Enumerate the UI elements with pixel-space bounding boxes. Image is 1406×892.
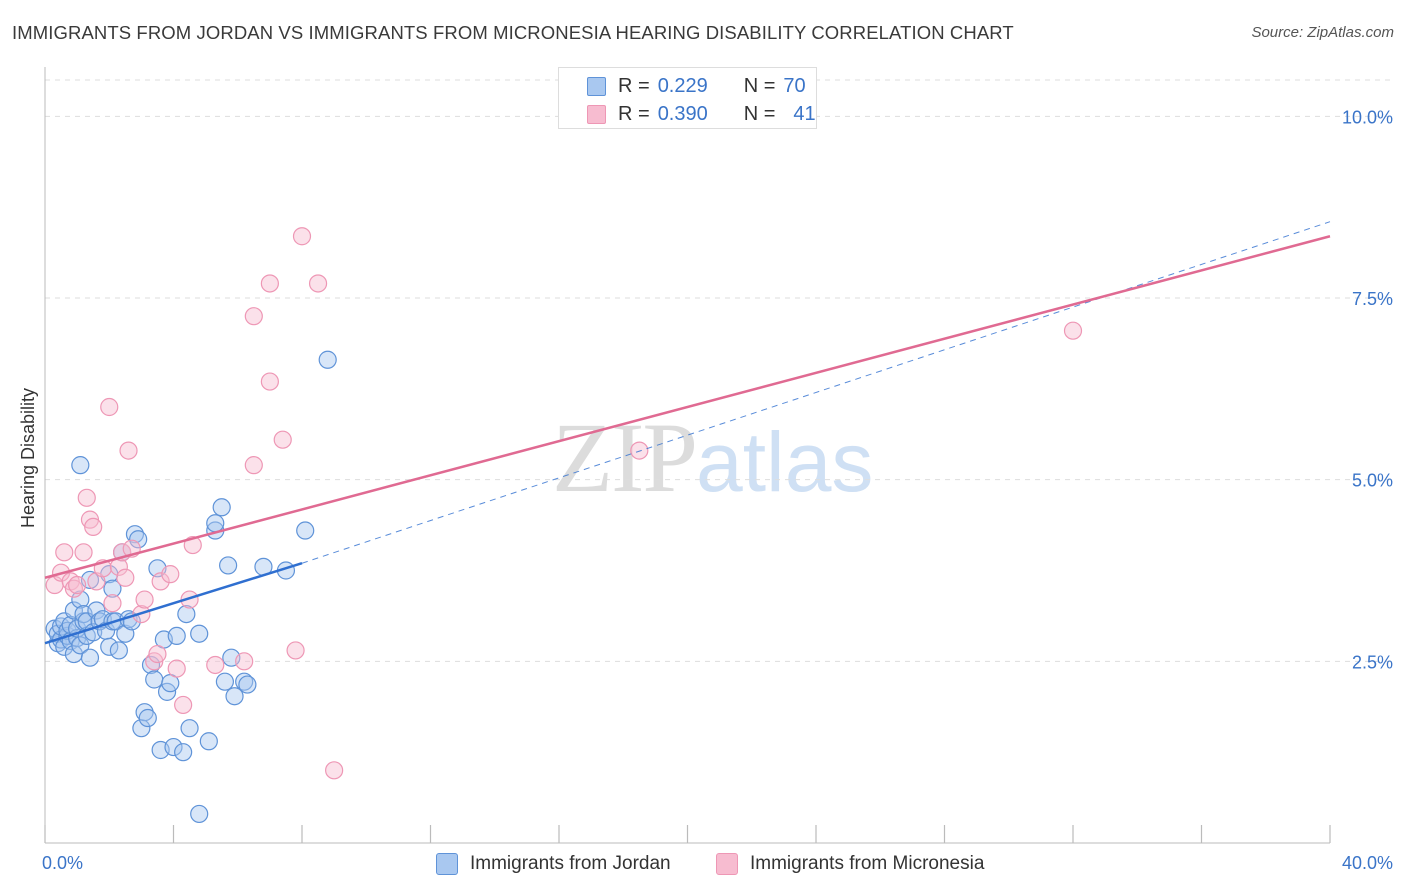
- micronesia-point: [244, 307, 263, 326]
- jordan-point: [190, 624, 209, 643]
- chart-source: Source: ZipAtlas.com: [1251, 24, 1394, 41]
- series-legend-jordan: Immigrants from Jordan: [436, 851, 671, 877]
- micronesia-point: [325, 761, 344, 780]
- series-name-jordan: Immigrants from Jordan: [470, 853, 671, 874]
- micronesia-point: [286, 641, 305, 660]
- x-tick-label: 40.0%: [1342, 853, 1393, 873]
- micronesia-trend-line: [44, 235, 1331, 579]
- jordan-point: [174, 743, 193, 762]
- legend-n-value: 41: [793, 102, 816, 125]
- jordan-point: [109, 641, 128, 660]
- series-legend-micronesia: Immigrants from Micronesia: [716, 851, 984, 877]
- legend-r-label: R =: [618, 74, 650, 97]
- micronesia-point: [167, 659, 186, 678]
- jordan-point: [206, 514, 225, 533]
- micronesia-point: [630, 441, 649, 460]
- trend-line-layer: [44, 221, 1331, 645]
- jordan-point: [71, 456, 90, 475]
- x-tick-label: 0.0%: [42, 853, 83, 873]
- jordan-point: [135, 703, 154, 722]
- jordan-point: [180, 719, 199, 738]
- legend-r-label: R =: [618, 102, 650, 125]
- micronesia-point: [103, 594, 122, 613]
- y-tick-label: 5.0%: [1352, 471, 1393, 491]
- micronesia-point: [174, 695, 193, 715]
- micronesia-point: [161, 565, 180, 584]
- axis-layer: [44, 67, 1331, 844]
- legend-n-label: N =: [743, 102, 776, 125]
- legend-swatch-jordan: [587, 76, 606, 96]
- legend-r-value: 0.390: [657, 102, 708, 125]
- jordan-point: [235, 672, 254, 691]
- legend-n-value: 70: [783, 74, 806, 97]
- jordan-point: [164, 737, 183, 757]
- jordan-point: [103, 579, 122, 598]
- y-tick-label: 2.5%: [1352, 652, 1393, 672]
- jordan-point: [138, 708, 157, 728]
- micronesia-point: [273, 430, 292, 449]
- series-name-micronesia: Immigrants from Micronesia: [750, 853, 985, 874]
- jordan-point: [129, 530, 148, 549]
- jordan-point: [177, 604, 196, 624]
- jordan-point: [199, 732, 218, 751]
- jordan-point: [145, 670, 164, 689]
- jordan-trend-extension: [301, 221, 1331, 564]
- micronesia-point: [244, 456, 263, 475]
- jordan-point: [125, 525, 145, 544]
- micronesia-point: [260, 274, 279, 293]
- micronesia-point: [55, 543, 74, 562]
- watermark-atlas: atlas: [696, 415, 874, 509]
- legend-swatch-micronesia: [587, 104, 606, 124]
- watermark-zip: ZIP: [552, 402, 698, 513]
- jordan-point: [212, 498, 231, 517]
- micronesia-point: [308, 274, 328, 293]
- jordan-point: [318, 350, 337, 369]
- micronesia-point: [151, 572, 170, 591]
- series-swatch-jordan: [436, 853, 458, 875]
- micronesia-point: [206, 655, 225, 675]
- grid-layer: [45, 79, 1393, 662]
- legend-row-micronesia: R = 0.390 N = 41: [559, 100, 816, 128]
- micronesia-point: [260, 372, 279, 391]
- legend-r-value: 0.229: [657, 74, 708, 97]
- jordan-point: [100, 637, 119, 656]
- y-tick-label: 7.5%: [1352, 289, 1393, 309]
- series-swatch-micronesia: [716, 853, 738, 875]
- y-axis-label: Hearing Disability: [18, 388, 38, 528]
- micronesia-point: [100, 397, 119, 417]
- jordan-point: [225, 687, 244, 706]
- jordan-point: [167, 626, 186, 646]
- micronesia-point: [235, 652, 254, 671]
- correlation-legend: R = 0.229 N = 70 R = 0.390 N = 41: [558, 67, 817, 129]
- micronesia-point: [84, 517, 103, 537]
- jordan-point: [190, 804, 209, 824]
- legend-n-label: N =: [743, 74, 776, 97]
- micronesia-point: [148, 644, 167, 664]
- jordan-point: [296, 521, 315, 540]
- tick-label-layer: 2.5% 5.0% 7.5% 10.0% 0.0% 40.0%: [42, 107, 1393, 873]
- y-tick-label: 10.0%: [1342, 107, 1393, 127]
- jordan-point: [71, 636, 90, 655]
- jordan-point: [215, 672, 234, 691]
- jordan-point: [71, 590, 90, 609]
- micronesia-point: [135, 590, 154, 609]
- micronesia-point: [77, 488, 96, 507]
- chart-title: IMMIGRANTS FROM JORDAN VS IMMIGRANTS FRO…: [12, 22, 1014, 43]
- jordan-point: [219, 556, 238, 575]
- watermark: ZIPatlas: [552, 400, 873, 515]
- micronesia-point: [116, 568, 135, 587]
- micronesia-point: [74, 543, 93, 562]
- jordan-point: [80, 648, 100, 667]
- micronesia-point: [68, 575, 87, 595]
- point-layer: [45, 227, 1083, 824]
- jordan-trend-line: [44, 562, 303, 645]
- micronesia-point: [292, 227, 312, 246]
- micronesia-point: [1063, 321, 1083, 340]
- legend-row-jordan: R = 0.229 N = 70: [559, 72, 806, 100]
- jordan-point: [238, 675, 257, 694]
- micronesia-point: [119, 441, 138, 460]
